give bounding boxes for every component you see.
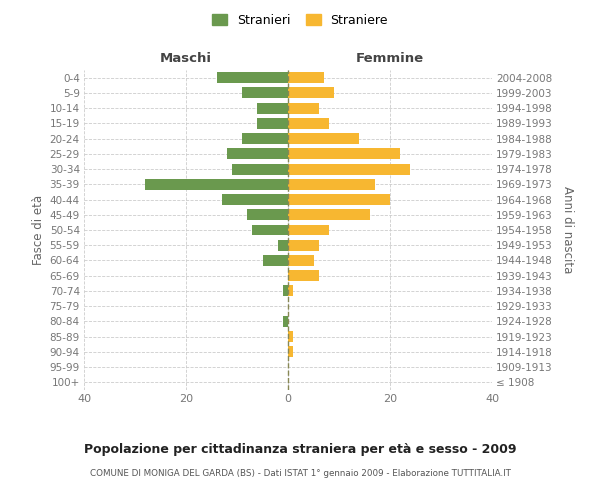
Bar (288, 102, 319, 114)
Bar (227, 148, 288, 160)
Bar (288, 286, 293, 296)
Bar (242, 88, 288, 99)
Bar (288, 88, 334, 99)
Bar (288, 331, 293, 342)
Bar (288, 270, 319, 281)
Bar (288, 118, 329, 129)
Bar (288, 346, 293, 358)
Bar (288, 72, 324, 83)
Bar (145, 179, 288, 190)
Bar (232, 164, 288, 174)
Bar (247, 210, 288, 220)
Bar (288, 194, 390, 205)
Bar (288, 240, 319, 250)
Legend: Stranieri, Straniere: Stranieri, Straniere (207, 8, 393, 32)
Text: Popolazione per cittadinanza straniera per età e sesso - 2009: Popolazione per cittadinanza straniera p… (84, 442, 516, 456)
Bar (288, 224, 329, 235)
Bar (288, 148, 400, 160)
Bar (253, 224, 288, 235)
Text: Femmine: Femmine (356, 52, 424, 65)
Bar (217, 72, 288, 83)
Bar (288, 164, 410, 174)
Bar (242, 133, 288, 144)
Bar (283, 316, 288, 327)
Text: Maschi: Maschi (160, 52, 212, 65)
Y-axis label: Fasce di età: Fasce di età (32, 195, 46, 265)
Bar (257, 102, 288, 114)
Bar (288, 255, 314, 266)
Bar (263, 255, 288, 266)
Bar (283, 286, 288, 296)
Bar (288, 210, 370, 220)
Bar (257, 118, 288, 129)
Bar (278, 240, 288, 250)
Bar (222, 194, 288, 205)
Y-axis label: Anni di nascita: Anni di nascita (561, 186, 574, 274)
Bar (288, 133, 359, 144)
Text: COMUNE DI MONIGA DEL GARDA (BS) - Dati ISTAT 1° gennaio 2009 - Elaborazione TUTT: COMUNE DI MONIGA DEL GARDA (BS) - Dati I… (89, 469, 511, 478)
Bar (288, 179, 375, 190)
